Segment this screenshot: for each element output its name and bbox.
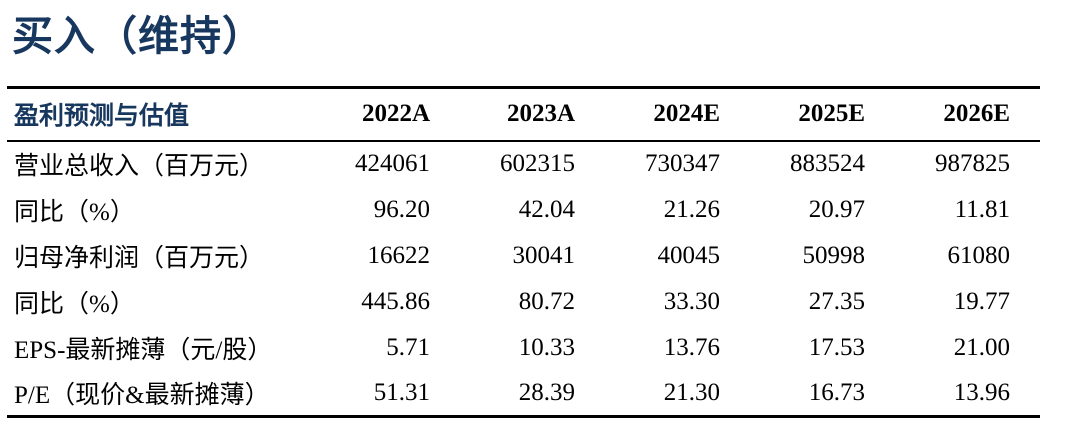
rating-title: 买入（维持） (12, 13, 264, 59)
cell-value: 13.76 (663, 333, 720, 361)
cell-value: 445.86 (361, 287, 430, 315)
row-label: 同比（%） (14, 290, 135, 318)
year-column-header: 2025E (798, 100, 865, 128)
year-column-header: 2026E (943, 100, 1010, 128)
table-header-title: 盈利预测与估值 (14, 103, 190, 131)
cell-value: 21.30 (663, 378, 720, 406)
cell-value: 28.39 (518, 378, 575, 406)
forecast-valuation-table: 盈利预测与估值 2022A 2023A 2024E 2025E 2026E 营业总收入（… (7, 86, 1040, 418)
cell-value: 424061 (355, 150, 430, 177)
cell-value: 16622 (367, 241, 431, 269)
cell-value: 33.30 (663, 287, 720, 315)
row-label: 同比（%） (14, 198, 135, 226)
row-label: 归母净利润（百万元） (14, 244, 265, 272)
cell-value: 27.35 (808, 287, 865, 315)
year-column-header: 2024E (653, 100, 720, 128)
cell-value: 20.97 (808, 195, 865, 223)
cell-value: 730347 (645, 150, 720, 177)
cell-value: 10.33 (518, 333, 575, 361)
table-row: EPS-最新摊薄（元/股） 5.71 10.33 13.76 17.53 21.00 (7, 325, 1040, 371)
cell-value: 17.53 (808, 333, 865, 361)
cell-value: 21.26 (663, 195, 720, 223)
table-row: 归母净利润（百万元） 16622 30041 40045 50998 61080 (7, 233, 1040, 279)
table-row: 营业总收入（百万元） 424061 602315 730347 883524 987825 (7, 141, 1040, 187)
cell-value: 16.73 (808, 378, 865, 406)
year-column-header: 2023A (506, 100, 575, 128)
cell-value: 602315 (500, 150, 575, 177)
cell-value: 5.71 (386, 333, 430, 361)
table-body: 营业总收入（百万元） 424061 602315 730347 883524 987825… (7, 141, 1040, 417)
table-row: P/E（现价&最新摊薄） 51.31 28.39 21.30 16.73 13.96 (7, 371, 1040, 417)
table-row: 同比（%） 445.86 80.72 33.30 27.35 19.77 (7, 279, 1040, 325)
cell-value: 61080 (947, 241, 1011, 269)
cell-value: 51.31 (373, 378, 430, 406)
table-row: 同比（%） 96.20 42.04 21.26 20.97 11.81 (7, 187, 1040, 233)
cell-value: 987825 (935, 150, 1010, 177)
cell-value: 21.00 (953, 333, 1010, 361)
cell-value: 96.20 (373, 195, 430, 223)
cell-value: 50998 (802, 241, 866, 269)
cell-value: 11.81 (954, 195, 1010, 223)
row-label: EPS-最新摊薄（元/股） (14, 336, 273, 364)
cell-value: 19.77 (953, 287, 1010, 315)
cell-value: 13.96 (953, 378, 1010, 406)
cell-value: 883524 (790, 150, 865, 177)
cell-value: 40045 (657, 241, 721, 269)
cell-value: 42.04 (518, 195, 575, 223)
table-header-row: 盈利预测与估值 2022A 2023A 2024E 2025E 2026E (7, 88, 1040, 141)
row-label: 营业总收入（百万元） (14, 153, 265, 180)
row-label: P/E（现价&最新摊薄） (14, 381, 270, 409)
cell-value: 30041 (512, 241, 576, 269)
year-column-header: 2022A (361, 100, 430, 128)
cell-value: 80.72 (518, 287, 575, 315)
